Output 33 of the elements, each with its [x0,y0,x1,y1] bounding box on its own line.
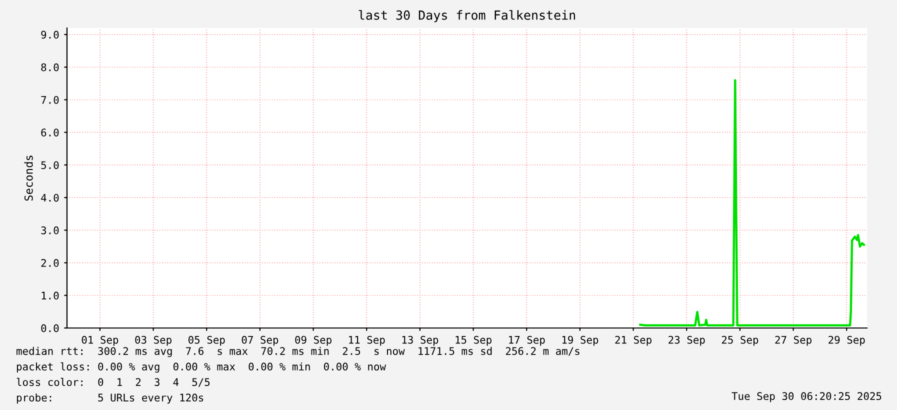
text: loss color: 0 1 2 3 4 5/5 [16,378,210,387]
y-tick-label: 7.0 [41,96,59,104]
y-tick-label: 3.0 [41,226,59,234]
y-tick-label: 6.0 [41,128,59,136]
y-tick-label: 1.0 [42,292,59,300]
y-tick-label: 9.0 [41,30,59,39]
x-tick-label: 05 Sep [188,336,225,346]
line-series [639,79,866,326]
x-tick-label: 13 Sep [402,336,438,346]
x-tick-label: 17 Sep [509,336,545,346]
text: packet loss: 0.00 % avg 0.00 % max 0.00 % min 0.00 % now [16,362,386,373]
y-tick-label: 2.0 [41,259,59,267]
chart-title: last 30 Days from Falkenstein [358,10,576,22]
y-tick-label: 8.0 [41,63,59,72]
x-tick-label: 03 Sep [135,336,172,346]
x-tick-label: 21 Sep [615,336,652,346]
x-tick-label: 15 Sep [456,336,492,346]
y-tick-label: 0.0 [41,324,59,332]
x-tick-label: 25 Sep [722,336,758,346]
x-tick-label: 23 Sep [668,336,705,346]
x-tick-label: 27 Sep [775,336,812,346]
x-tick-label: 01 Sep [82,336,118,346]
text: Tue Sep 30 06:20:25 2025 [732,392,882,402]
x-tick-label: 07 Sep [242,336,278,346]
y-tick-label: 4.0 [41,194,59,202]
x-tick-label: 09 Sep [295,336,332,346]
x-tick-label: 29 Sep [828,336,865,346]
text: median rtt: 300.2 ms avg 7.6 s max 70.2 ms min 2.5 s now 1171.5 ms sd 256.2 m am/s [16,346,580,358]
x-tick-label: 11 Sep [349,336,385,346]
x-tick-label: 19 Sep [562,336,598,346]
text: probe: 5 URLs every 120s [16,393,204,404]
y-axis-title: Seconds [24,156,33,201]
y-tick-label: 5.0 [41,161,59,170]
